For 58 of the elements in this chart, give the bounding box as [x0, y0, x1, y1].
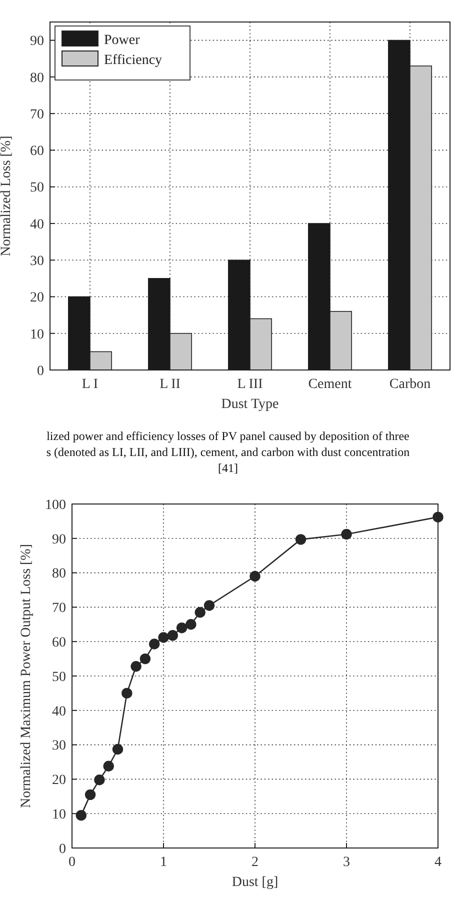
point [112, 744, 124, 755]
y-tick-label: 80 [30, 70, 44, 86]
x-tick-label: 4 [434, 855, 442, 870]
legend-label: Power [104, 32, 140, 48]
x-tick-label: L II [160, 377, 181, 392]
y-tick-label: 60 [30, 144, 44, 160]
y-tick-label: 30 [30, 254, 44, 270]
y-tick-label: 10 [52, 808, 66, 822]
x-axis-title: Dust Type [221, 397, 279, 412]
point [140, 653, 151, 664]
x-tick-label: L I [82, 377, 98, 392]
point [76, 810, 86, 821]
y-tick-label: 0 [59, 842, 66, 857]
point [250, 570, 260, 582]
y-tick-label: 40 [52, 704, 66, 720]
y-tick-label: 20 [30, 290, 44, 306]
point [84, 789, 96, 800]
y-tick-label: 80 [52, 566, 66, 582]
point [167, 630, 178, 641]
point [103, 760, 114, 772]
y-tick-label: 70 [52, 601, 66, 616]
y-tick-label: 0 [37, 364, 44, 379]
point [176, 622, 188, 634]
y-tick-label: 90 [52, 532, 66, 548]
y-tick-label: 50 [30, 180, 44, 196]
point [149, 638, 160, 650]
point [94, 774, 105, 786]
x-tick-label: 2 [252, 855, 258, 870]
y-tick-label: 50 [52, 670, 66, 685]
y-tick-label: 60 [52, 636, 66, 650]
x-tick-label: 1 [160, 855, 167, 870]
point [158, 632, 169, 643]
y-axis-title: Normalized Loss [%] [0, 136, 14, 256]
x-axis-title: Dust [g] [232, 875, 278, 890]
y-tick-label: 70 [30, 107, 44, 122]
x-tick-label: Cement [308, 377, 352, 392]
x-tick-label: L III [237, 377, 264, 392]
y-tick-label: 40 [30, 217, 44, 232]
point [204, 600, 215, 611]
point [130, 661, 142, 672]
point [122, 688, 132, 699]
y-tick-label: 100 [45, 498, 66, 513]
y-tick-label: 30 [52, 738, 66, 754]
y-tick-label: 10 [30, 327, 44, 342]
point [186, 619, 196, 630]
text: s (denoted as LI, LII, and LIII), cement, and carbon with dust concentration [46, 445, 410, 459]
point [194, 607, 206, 618]
legend-label: Efficiency [104, 52, 162, 68]
x-tick-label: 0 [68, 855, 76, 870]
x-tick-label: 3 [343, 855, 350, 870]
text: [41] [218, 461, 238, 475]
x-tick-label: Carbon [389, 377, 431, 392]
point [341, 528, 352, 540]
y-axis-title: Normalized Maximum Power Output Loss [%] [19, 544, 34, 808]
point [295, 534, 306, 545]
y-tick-label: 20 [52, 773, 66, 788]
text: lized power and efficiency losses of PV panel caused by deposition of three [46, 429, 410, 443]
y-tick-label: 90 [30, 34, 44, 50]
